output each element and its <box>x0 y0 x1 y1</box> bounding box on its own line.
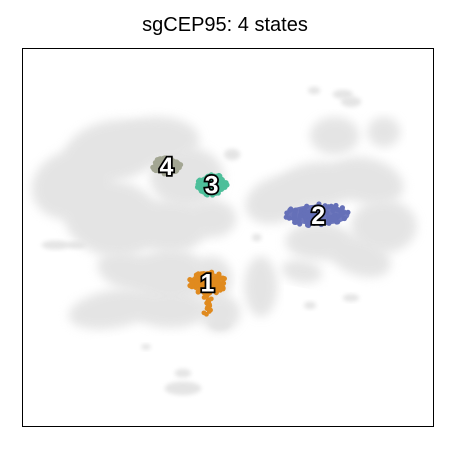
cell-point <box>297 212 303 219</box>
cell-point <box>204 311 209 317</box>
cell-point <box>193 272 200 278</box>
cell-point <box>205 280 211 286</box>
cell-point <box>208 269 215 275</box>
background-cell-region <box>310 116 360 155</box>
cell-point <box>217 287 223 293</box>
cell-point <box>316 212 322 219</box>
cell-point <box>154 161 160 167</box>
cell-point <box>291 212 297 218</box>
cell-point <box>219 185 225 192</box>
state-label-4: 4 <box>160 153 174 181</box>
state-cluster-1 <box>187 269 227 317</box>
background-cell-region <box>141 343 151 350</box>
cell-point <box>206 178 212 184</box>
background-cells <box>31 86 417 396</box>
highlighted-states <box>150 155 351 317</box>
cell-point <box>215 190 221 196</box>
cell-point <box>170 165 176 172</box>
cell-point <box>201 277 207 284</box>
cell-point <box>203 188 209 194</box>
cell-point <box>199 282 206 288</box>
cell-point <box>209 181 215 188</box>
cell-point <box>306 217 312 224</box>
background-cell-region <box>174 368 192 378</box>
background-cell-region <box>68 288 158 330</box>
background-cell-region <box>97 251 162 292</box>
background-cell-region <box>281 259 323 284</box>
state-cluster-2 <box>283 201 351 228</box>
cell-point <box>309 210 315 216</box>
cell-point <box>305 222 312 228</box>
cell-point <box>213 275 220 281</box>
cell-point <box>198 273 204 279</box>
cell-point <box>297 221 303 227</box>
background-cell-region <box>133 290 208 328</box>
cell-point <box>214 183 220 190</box>
background-cell-region <box>66 241 87 249</box>
cell-point <box>198 183 205 189</box>
cell-point <box>313 204 319 210</box>
cell-point <box>324 210 330 216</box>
cell-point <box>284 210 290 216</box>
cell-point <box>325 204 331 210</box>
background-cell-region <box>342 294 360 302</box>
cell-point <box>187 276 193 283</box>
cell-point <box>316 201 322 207</box>
cell-point <box>316 220 322 226</box>
background-cell-region <box>367 116 401 148</box>
background-cell-region <box>340 96 362 108</box>
cell-point <box>217 173 223 179</box>
background-cell-region <box>251 233 262 242</box>
chart-title: sgCEP95: 4 states <box>142 14 308 36</box>
cell-point <box>175 161 181 167</box>
background-cell-region <box>209 318 231 330</box>
cell-point <box>203 286 209 293</box>
cell-point <box>206 185 212 191</box>
background-cell-region <box>307 86 321 95</box>
cell-point <box>164 157 171 163</box>
background-cell-region <box>303 301 317 310</box>
state-cluster-4 <box>150 155 184 177</box>
cell-point <box>341 215 348 222</box>
cell-point <box>159 157 165 163</box>
state-label-2: 2 <box>311 202 325 230</box>
cell-point <box>195 289 201 295</box>
cell-point <box>305 209 311 216</box>
state-label-1: 1 <box>201 270 215 298</box>
background-cell-region <box>331 157 404 205</box>
cell-point <box>332 204 338 210</box>
cell-point <box>304 203 310 209</box>
cell-point <box>345 209 351 215</box>
background-cell-region <box>187 199 237 238</box>
cell-point <box>150 164 156 170</box>
background-cell-region <box>164 381 202 396</box>
cell-point <box>292 207 298 213</box>
cell-point <box>329 216 336 222</box>
state-label-3: 3 <box>205 172 219 200</box>
background-cell-region <box>332 89 354 99</box>
cell-point <box>223 180 229 186</box>
cell-point <box>209 281 215 287</box>
state-cluster-3 <box>194 172 230 198</box>
cell-point <box>206 276 212 282</box>
cell-point <box>195 178 202 184</box>
cell-point <box>201 271 208 277</box>
cell-point <box>296 216 302 223</box>
cell-point <box>286 215 292 221</box>
background-cell-region <box>244 256 278 317</box>
background-cell-region <box>41 240 71 250</box>
cell-point <box>311 220 317 227</box>
background-cell-region <box>285 222 352 261</box>
cell-point <box>215 282 221 288</box>
state-labels: 1 2 3 4 <box>158 151 327 299</box>
background-cell-region <box>223 148 241 161</box>
cell-point <box>201 295 207 300</box>
cell-point <box>164 167 170 173</box>
cell-point <box>208 285 215 292</box>
cell-point <box>218 281 225 287</box>
cell-point <box>338 212 344 218</box>
